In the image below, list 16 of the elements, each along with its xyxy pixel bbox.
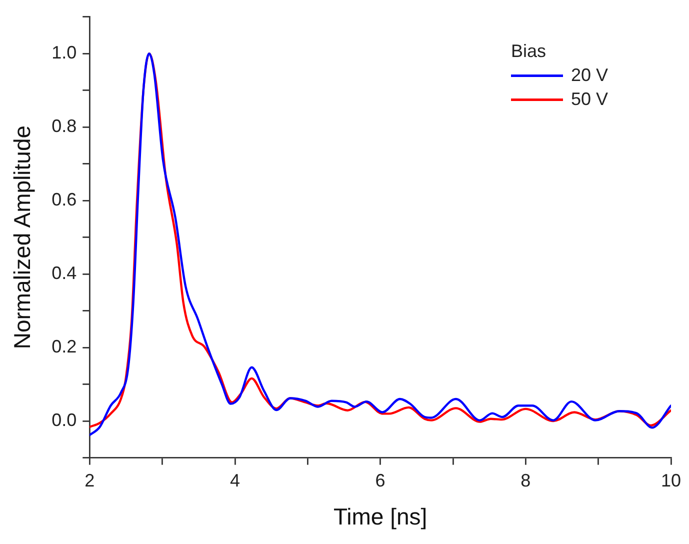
y-tick-label: 0.2 — [52, 336, 77, 357]
legend-label: 50 V — [571, 88, 608, 109]
y-tick-label: 1.0 — [52, 42, 77, 63]
x-tick-label: 10 — [660, 470, 682, 491]
y-axis-title: Normalized Amplitude — [9, 125, 36, 350]
y-tick-label: 0.4 — [52, 263, 77, 284]
legend-label: 20 V — [571, 64, 608, 85]
y-tick-label: 0.6 — [52, 190, 77, 210]
legend-title: Bias — [511, 40, 546, 61]
y-tick-label: 0.0 — [52, 410, 77, 430]
x-tick-label: 6 — [375, 470, 386, 491]
y-tick-label: 0.8 — [52, 116, 77, 136]
x-axis-title: Time [ns] — [333, 504, 428, 530]
x-tick-label: 8 — [520, 470, 531, 491]
x-tick-label: 2 — [84, 470, 95, 491]
x-tick-label: 4 — [230, 470, 240, 491]
